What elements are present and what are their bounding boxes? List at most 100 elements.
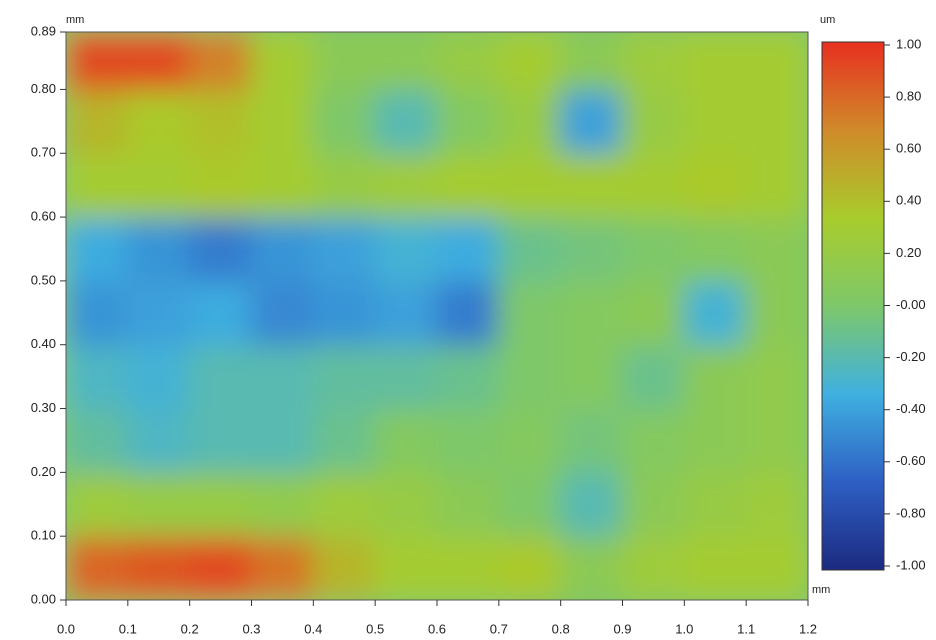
heat-cell [312,88,376,154]
heat-cell [251,88,315,154]
y-tick-label: 0.10 [31,528,56,543]
x-tick-label: 1.2 [799,621,817,636]
heat-cell [374,152,438,218]
heat-cell [436,216,500,282]
colorbar-tick-label: -0.60 [896,453,926,468]
heat-cell [560,152,624,218]
heat-cell [622,408,686,474]
heat-cell [622,344,686,410]
heat-cell [127,408,191,474]
heat-cell [622,31,686,90]
heat-cell [560,535,624,601]
y-tick-label: 0.70 [31,145,56,160]
heat-cell [251,535,315,601]
heat-cell [498,152,562,218]
heat-cell [683,31,747,90]
heat-cell [189,408,253,474]
heat-cell [622,152,686,218]
heat-cell [498,408,562,474]
heat-cell [251,344,315,410]
colorbar-tick-label: -0.40 [896,401,926,416]
heatmap [26,0,848,640]
heat-cell [127,31,191,90]
colorbar-tick-label: -0.00 [896,297,926,312]
y-tick-label: 0.89 [31,23,56,38]
heat-cell [436,280,500,346]
heat-cell [312,471,376,537]
colorbar-tick-label: -1.00 [896,557,926,572]
heat-cell [745,535,809,601]
heat-cell [745,31,809,90]
heat-cell [560,280,624,346]
colorbar-tick-label: 0.40 [896,193,921,208]
heat-cell [374,408,438,474]
heat-cell [189,31,253,90]
heat-cell [436,471,500,537]
heat-cell [251,471,315,537]
heat-cell [745,88,809,154]
heat-cell [65,216,129,282]
heat-cell [560,31,624,90]
heat-cell [498,471,562,537]
colorbar-tick-label: 0.80 [896,89,921,104]
heat-cell [312,216,376,282]
heat-cell [189,471,253,537]
heat-cell [127,535,191,601]
heat-cell [745,408,809,474]
heat-cell [189,280,253,346]
heat-cell [436,344,500,410]
heat-cell [374,344,438,410]
heat-cell [189,216,253,282]
heat-cell [312,31,376,90]
colorbar-tick-label: 0.20 [896,245,921,260]
heat-cell [65,344,129,410]
heat-cell [127,88,191,154]
heat-cell [251,280,315,346]
x-tick-label: 0.8 [552,621,570,636]
chart: mm um mm 0.000.100.200.300.400.500.600.7… [0,0,936,640]
heat-cell [312,152,376,218]
colorbar-tick-label: 0.60 [896,141,921,156]
x-tick-label: 0.9 [613,621,631,636]
heat-cell [498,344,562,410]
heat-cell [251,31,315,90]
heat-cell [498,280,562,346]
heat-cell [560,408,624,474]
x-tick-label: 0.5 [366,621,384,636]
heat-cell [436,88,500,154]
heat-cell [622,216,686,282]
heat-cell [436,31,500,90]
heat-cell [65,408,129,474]
heat-cell [65,535,129,601]
heat-cell [498,216,562,282]
heat-cell [683,344,747,410]
y-tick-label: 0.80 [31,81,56,96]
heat-cell [683,88,747,154]
z-unit: um [820,14,835,26]
heat-cell [189,152,253,218]
heat-cell [622,280,686,346]
heat-cell [498,88,562,154]
y-tick-label: 0.40 [31,336,56,351]
x-tick-label: 0.7 [490,621,508,636]
heat-cell [312,408,376,474]
colorbar-tick-label: -0.80 [896,505,926,520]
heat-cell [498,31,562,90]
heat-cell [683,216,747,282]
heat-cell [189,535,253,601]
heat-cell [251,216,315,282]
heat-cell [65,152,129,218]
heat-cell [374,535,438,601]
heat-cell [374,216,438,282]
x-tick-label: 0.1 [119,621,137,636]
heat-cell [560,344,624,410]
heat-cell [312,344,376,410]
heat-cell [312,280,376,346]
heat-cell [127,344,191,410]
heat-cell [498,535,562,601]
heat-cell [560,471,624,537]
x-tick-label: 0.6 [428,621,446,636]
heat-cell [622,88,686,154]
colorbar [822,42,884,570]
heat-cell [683,152,747,218]
